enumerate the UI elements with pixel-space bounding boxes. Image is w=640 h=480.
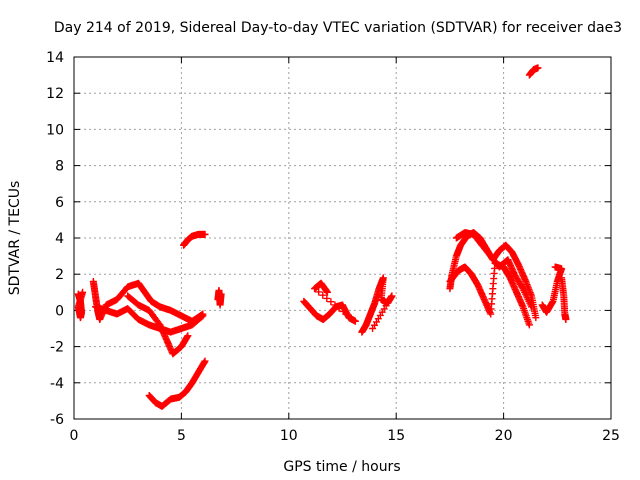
series-arc2 — [89, 277, 207, 325]
data-point — [323, 294, 331, 302]
data-point — [319, 291, 327, 299]
data-point — [201, 357, 209, 365]
data-point — [534, 64, 542, 72]
x-tick-label: 10 — [280, 428, 298, 444]
plot-frame — [73, 56, 612, 420]
x-tick-label: 25 — [602, 428, 620, 444]
x-tick-label: 5 — [177, 428, 186, 444]
y-tick-label: 6 — [55, 195, 64, 211]
x-axis-label: GPS time / hours — [283, 459, 400, 475]
series-arc4 — [124, 292, 192, 358]
series-arc5 — [145, 357, 209, 410]
data-point — [562, 315, 570, 323]
data-point — [351, 317, 359, 325]
series-arc13 — [538, 263, 566, 316]
y-tick-label: -4 — [50, 376, 64, 392]
y-tick-label: 12 — [46, 86, 64, 102]
data-point — [343, 311, 351, 319]
series-arc7 — [214, 286, 225, 309]
y-tick-label: 0 — [55, 303, 64, 319]
data-point — [347, 314, 355, 322]
y-tick-label: 8 — [55, 159, 64, 175]
data-point — [331, 301, 339, 309]
y-tick-label: -6 — [50, 412, 64, 428]
data-point — [315, 288, 323, 296]
data-point — [79, 288, 87, 296]
x-tick-label: 20 — [495, 428, 513, 444]
chart-title: Day 214 of 2019, Sidereal Day-to-day VTE… — [54, 20, 622, 36]
y-tick-label: -2 — [50, 340, 64, 356]
x-tick-label: 15 — [387, 428, 405, 444]
data-point — [184, 332, 192, 340]
data-point — [327, 298, 335, 306]
data-point — [335, 304, 343, 312]
series-arc8 — [300, 279, 359, 325]
data-point — [551, 263, 559, 271]
data-point — [198, 313, 206, 321]
series-arc1 — [74, 288, 87, 322]
data-points — [74, 64, 570, 410]
series-arc15 — [525, 64, 542, 79]
data-point — [323, 288, 331, 296]
y-tick-label: 10 — [46, 122, 64, 138]
data-point — [528, 303, 536, 311]
data-point — [525, 321, 533, 329]
series-arc6 — [180, 230, 209, 249]
data-point — [217, 290, 225, 298]
series-arc12 — [452, 229, 536, 311]
y-tick-label: 2 — [55, 267, 64, 283]
axis-ticks: 0 5 10 15 20 25 -6 -4 -2 0 2 4 6 8 10 12 14 — [46, 50, 620, 444]
grid-lines — [74, 57, 611, 419]
data-point — [199, 312, 207, 320]
x-tick-label: 0 — [70, 428, 79, 444]
data-point — [369, 325, 377, 332]
y-tick-label: 4 — [55, 231, 64, 247]
series-arc14 — [558, 274, 570, 323]
data-point — [532, 314, 540, 322]
y-axis-label: SDTVAR / TECUs — [7, 181, 23, 296]
data-point — [339, 307, 347, 315]
y-tick-label: 14 — [46, 50, 64, 66]
series-arc9 — [358, 274, 396, 336]
data-point — [201, 230, 209, 238]
